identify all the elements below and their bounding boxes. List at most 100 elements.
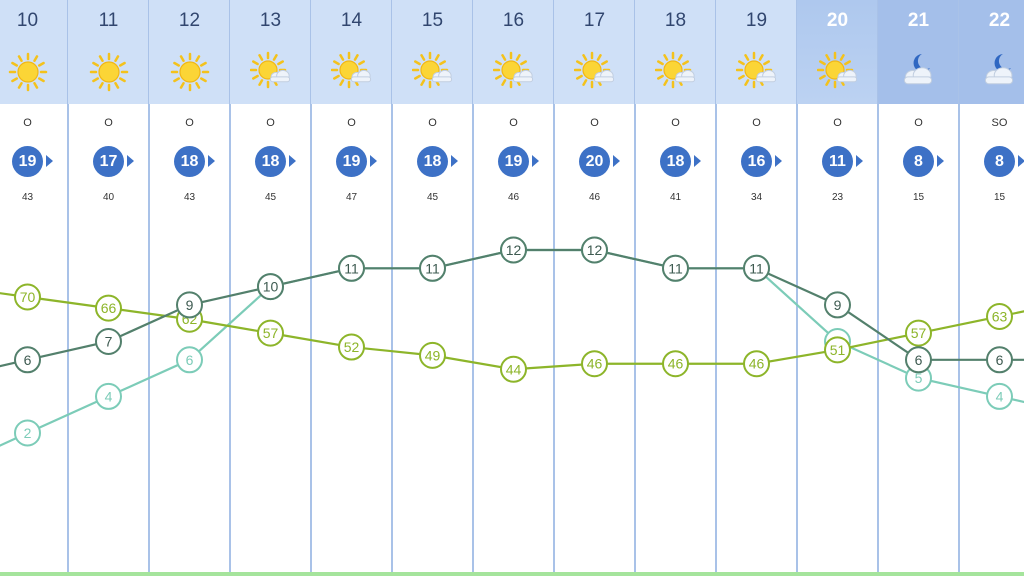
feels_like-point[interactable]: 6 [176, 346, 203, 374]
sky-icon [169, 48, 211, 94]
hour-label: 13 [259, 10, 282, 31]
hour-column-17[interactable]: 17 O 20 46 [554, 0, 636, 576]
temperature-data-label: 11 [668, 260, 683, 276]
hour-column-21[interactable]: 21 O 8 15 [878, 0, 960, 576]
wind-gust: 45 [426, 192, 439, 203]
sun-cloud-icon [816, 51, 858, 89]
wind-speed-badge: 8 [903, 146, 934, 177]
hour-column-18[interactable]: 18 O 18 41 [635, 0, 717, 576]
humidity-point[interactable]: 57 [905, 319, 932, 347]
hour-column-15[interactable]: 15 O 18 45 [392, 0, 474, 576]
humidity-data-label: 52 [344, 339, 360, 355]
temperature-point-marker [905, 346, 932, 374]
wind-direction: O [266, 117, 275, 129]
sun-cloud-icon [573, 51, 615, 89]
wind-gust: 15 [912, 192, 925, 203]
temperature-point[interactable]: 11 [419, 254, 446, 282]
sun-cloud-icon [735, 51, 777, 89]
column-divider [310, 0, 312, 576]
column-divider [229, 0, 231, 576]
feels_like-data-label: 5 [915, 370, 923, 386]
temperature-point[interactable]: 6 [986, 346, 1013, 374]
feels_like-data-label: 4 [105, 388, 113, 404]
feels_like-point[interactable]: 4 [95, 382, 122, 410]
temperature-point[interactable]: 6 [14, 346, 41, 374]
hour-column-13[interactable]: 13 O 18 45 [230, 0, 312, 576]
feels_like-point[interactable]: 5 [905, 364, 932, 392]
humidity-point-marker [95, 294, 122, 322]
temperature-point-marker [743, 254, 770, 282]
hour-label: 10 [16, 10, 39, 31]
wind-direction: O [914, 117, 923, 129]
column-divider [877, 0, 879, 576]
wind-gust: 34 [750, 192, 763, 203]
feels_like-point[interactable]: 4 [986, 382, 1013, 410]
humidity-point-marker [338, 333, 365, 361]
temperature-point[interactable]: 11 [338, 254, 365, 282]
temperature-point-marker [500, 236, 527, 264]
column-divider [67, 0, 69, 576]
temperature-point[interactable]: 11 [662, 254, 689, 282]
temperature-point-marker [14, 346, 41, 374]
temperature-point[interactable]: 11 [743, 254, 770, 282]
temperature-data-label: 6 [915, 352, 923, 368]
humidity-point[interactable]: 63 [986, 302, 1013, 330]
temperature-point[interactable]: 12 [581, 236, 608, 264]
sky-icon [654, 48, 697, 94]
humidity-point[interactable]: 52 [338, 333, 365, 361]
temperature-point[interactable]: 7 [95, 328, 122, 355]
hour-column-14[interactable]: 14 O 19 47 [311, 0, 393, 576]
temperature-point[interactable]: 6 [905, 346, 932, 374]
wind-gust: 41 [669, 192, 682, 203]
humidity-data-label: 46 [587, 356, 603, 372]
temperature-data-label: 11 [749, 260, 764, 276]
feels_like-point-marker [176, 346, 203, 374]
wind-speed-badge: 16 [741, 146, 772, 177]
temperature-point[interactable]: 9 [176, 291, 203, 319]
humidity-point[interactable]: 51 [824, 336, 851, 364]
hour-column-22[interactable]: 22 SO 8 15 [959, 0, 1024, 576]
wind-speed-badge: 18 [255, 146, 286, 177]
hour-column-10[interactable]: 10 O 19 43 [0, 0, 69, 576]
hour-column-20[interactable]: 20 O 11 23 [797, 0, 879, 576]
wind-direction: O [833, 117, 842, 129]
sunny-icon [8, 52, 48, 92]
humidity-point-marker [419, 341, 446, 369]
temperature-point[interactable]: 9 [824, 291, 851, 319]
wind-arrow-icon [775, 155, 782, 167]
sky-icon [492, 48, 535, 94]
temperature-point[interactable]: 12 [500, 236, 527, 264]
hour-column-12[interactable]: 12 O 18 43 [149, 0, 231, 576]
wind-speed-badge: 19 [12, 146, 43, 177]
humidity-point[interactable]: 46 [581, 350, 608, 378]
humidity-point[interactable]: 46 [662, 350, 689, 378]
humidity-point-marker [662, 350, 689, 378]
hour-header [716, 0, 797, 104]
wind-speed-badge: 18 [417, 146, 448, 177]
wind-direction: O [752, 117, 761, 129]
humidity-point[interactable]: 57 [257, 319, 284, 347]
hour-column-16[interactable]: 16 O 19 46 [473, 0, 555, 576]
temperature-point-marker [95, 328, 122, 355]
temperature-point-marker [257, 273, 284, 301]
wind-arrow-icon [1018, 155, 1024, 167]
humidity-point-marker [743, 350, 770, 378]
humidity-point[interactable]: 70 [14, 283, 41, 311]
temperature-point-marker [581, 236, 608, 264]
wind-arrow-icon [370, 155, 377, 167]
hour-column-19[interactable]: 19 O 16 34 [716, 0, 798, 576]
sky-icon [735, 48, 778, 94]
humidity-point[interactable]: 49 [419, 341, 446, 369]
hour-column-11[interactable]: 11 O 17 40 [68, 0, 150, 576]
humidity-point-marker [581, 350, 608, 378]
humidity-point[interactable]: 66 [95, 294, 122, 322]
feels_like-point[interactable]: 2 [14, 419, 41, 447]
moon-cloud-icon [984, 54, 1014, 85]
humidity-point[interactable]: 46 [743, 350, 770, 378]
temperature-data-label: 12 [506, 242, 522, 258]
humidity-data-label: 63 [992, 308, 1008, 324]
humidity-point[interactable]: 44 [500, 355, 527, 383]
wind-arrow-icon [856, 155, 863, 167]
temperature-point[interactable]: 10 [257, 273, 284, 301]
